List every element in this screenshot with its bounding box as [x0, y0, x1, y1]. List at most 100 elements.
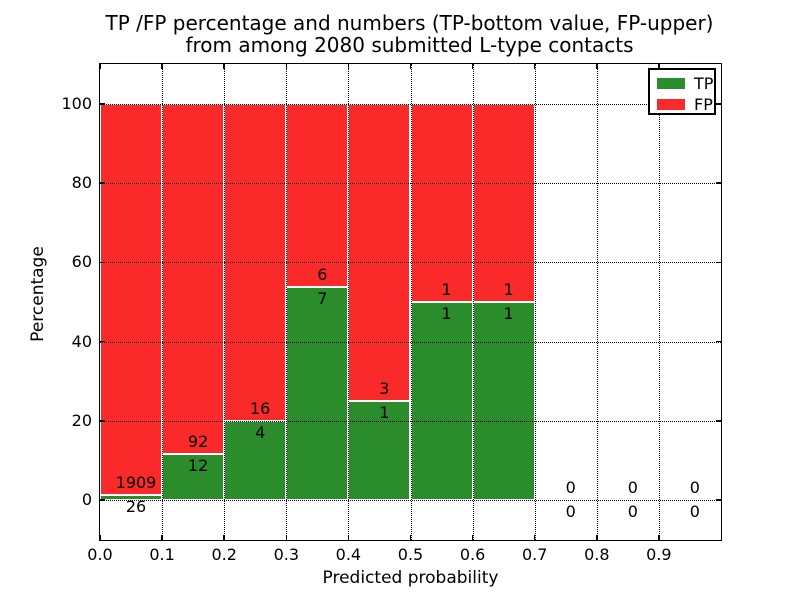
chart-title: TP /FP percentage and numbers (TP-bottom…: [99, 12, 720, 56]
gridline-vertical: [410, 64, 412, 540]
fp-count-label: 16: [250, 398, 271, 418]
x-tick-mark: [223, 64, 225, 69]
x-tick-label: 0.0: [87, 545, 113, 564]
fp-count-label: 3: [379, 379, 390, 398]
y-tick-mark: [100, 103, 105, 105]
y-tick-mark: [716, 340, 721, 343]
gridline-vertical: [348, 64, 350, 540]
fp-count-label: 6: [317, 264, 328, 284]
legend-label-tp: TP: [694, 74, 714, 93]
y-tick-mark: [716, 103, 721, 105]
x-tick-mark: [533, 535, 536, 540]
x-tick-mark: [409, 535, 412, 540]
tp-count-label: 4: [255, 422, 266, 442]
bar-fp-segment: [100, 104, 163, 495]
fp-count-label: 92: [187, 432, 209, 452]
legend: TP FP: [648, 68, 716, 115]
bar-fp-segment: [286, 104, 349, 287]
bar-fp-segment: [162, 104, 225, 455]
fp-count-label: 0: [689, 478, 700, 497]
x-tick-mark: [596, 64, 598, 69]
y-tick-mark: [100, 182, 105, 184]
fp-count-label: 0: [627, 478, 638, 497]
y-axis-label: Percentage: [28, 246, 48, 342]
bar-tp-segment: [286, 286, 349, 500]
gridline-vertical: [596, 64, 598, 540]
y-tick-mark: [100, 261, 105, 264]
gridline-vertical: [162, 64, 164, 540]
y-tick-mark: [100, 340, 105, 343]
x-tick-mark: [223, 535, 225, 540]
x-tick-mark: [161, 64, 163, 69]
y-tick-mark: [100, 420, 105, 422]
bar-fp-segment: [410, 104, 473, 302]
y-tick-label: 40: [71, 331, 92, 351]
x-tick-mark: [347, 535, 350, 540]
x-tick-mark: [285, 535, 288, 540]
y-tick-mark: [100, 499, 105, 501]
legend-entry-fp: FP: [657, 96, 714, 113]
fp-count-label: 1: [503, 280, 514, 299]
y-tick-mark: [716, 420, 721, 422]
bar-fp-segment: [472, 104, 535, 302]
x-tick-mark: [161, 535, 163, 540]
chart-title-line1: TP /FP percentage and numbers (TP-bottom…: [105, 11, 714, 35]
fp-count-label: 1: [441, 280, 452, 299]
tp-count-label: 26: [125, 496, 147, 516]
x-tick-mark: [409, 64, 412, 69]
x-tick-label: 0.8: [584, 545, 610, 564]
x-tick-label: 0.7: [521, 545, 548, 564]
x-tick-mark: [471, 64, 474, 69]
tp-count-label: 0: [565, 502, 576, 521]
y-tick-label: 0: [81, 490, 92, 509]
tp-count-label: 1: [441, 304, 452, 323]
x-tick-label: 0.2: [211, 545, 237, 564]
x-tick-mark: [658, 64, 660, 69]
y-tick-mark: [716, 261, 721, 264]
y-tick-mark: [716, 182, 721, 184]
x-tick-mark: [658, 535, 660, 540]
x-tick-mark: [347, 64, 350, 69]
y-tick-label: 20: [71, 410, 92, 430]
gridline-vertical: [658, 64, 660, 540]
x-tick-mark: [596, 535, 598, 540]
x-tick-label: 0.3: [273, 545, 300, 564]
legend-entry-tp: TP: [657, 75, 714, 92]
x-tick-label: 0.4: [335, 545, 362, 564]
plot-area: 0 20 40 60 80 100 0.0 0.1 0.2 0.3 0.4 0.5 0.6 0.7 0.8 0…: [28, 63, 722, 588]
x-axis-label: Predicted probability: [322, 568, 499, 588]
bar-tp-segment: [348, 401, 411, 500]
bar-fp-segment: [348, 104, 411, 401]
x-tick-label: 0.9: [646, 545, 672, 564]
bar-tp-segment: [100, 494, 163, 500]
gridline-vertical: [286, 64, 288, 540]
bar-tp-segment: [162, 454, 225, 500]
gridline-vertical: [534, 64, 536, 540]
tp-count-label: 0: [627, 502, 638, 521]
x-tick-label: 0.5: [397, 545, 424, 564]
legend-swatch-tp-icon: [657, 78, 685, 89]
tp-count-label: 12: [187, 456, 209, 476]
x-tick-mark: [99, 535, 101, 540]
legend-label-fp: FP: [694, 95, 713, 114]
x-tick-mark: [533, 64, 536, 69]
x-tick-mark: [471, 535, 474, 540]
fp-count-label: 0: [565, 478, 576, 497]
bar-tp-segment: [410, 302, 473, 500]
x-tick-label: 0.6: [459, 545, 486, 564]
y-tick-mark: [716, 499, 721, 501]
x-tick-label: 0.1: [149, 545, 175, 564]
legend-swatch-fp-icon: [657, 99, 685, 110]
bar-tp-segment: [472, 302, 535, 500]
gridline-vertical: [224, 64, 226, 540]
tp-count-label: 0: [689, 502, 700, 521]
fp-count-label: 1909: [115, 472, 157, 492]
tp-count-label: 7: [317, 288, 328, 308]
x-tick-mark: [285, 64, 288, 69]
chart-title-line2: from among 2080 submitted L-type contact…: [185, 33, 634, 57]
gridline-vertical: [472, 64, 474, 540]
y-tick-label: 100: [61, 94, 92, 113]
y-tick-label: 80: [71, 173, 92, 193]
tp-count-label: 1: [379, 403, 390, 422]
